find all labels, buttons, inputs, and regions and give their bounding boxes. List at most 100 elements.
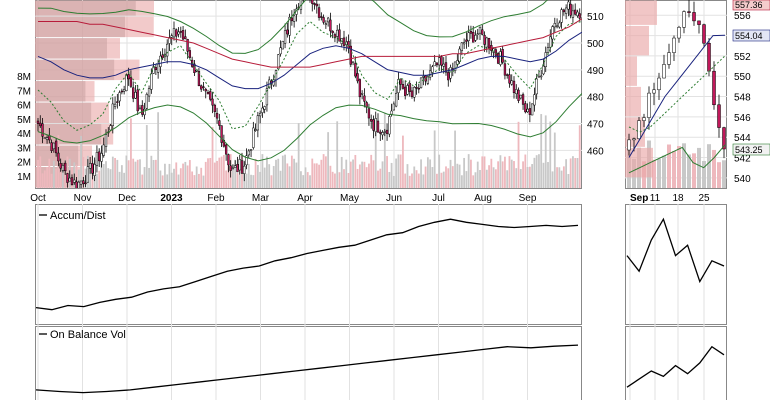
volume-bar-up (553, 132, 556, 188)
intraday-volume-profile-bar (625, 25, 649, 56)
volume-profile-bar-up (35, 102, 110, 124)
volume-tick-label: 2M (17, 158, 31, 169)
volume-bar-up (150, 155, 153, 188)
intraday-bollinger-line (628, 144, 726, 174)
candle-down (338, 29, 341, 42)
volume-bar-down (37, 159, 39, 188)
volume-bar-up (540, 114, 543, 188)
candle-up (122, 89, 126, 92)
candle-up (95, 152, 99, 166)
volume-bar-down (290, 155, 293, 188)
candlesticks (36, 0, 581, 188)
volume-bar-down (39, 156, 42, 188)
volume-bar-up (109, 169, 112, 188)
intraday-volume-bar (702, 161, 706, 188)
candle-up (431, 66, 434, 73)
candle-up (530, 103, 534, 116)
volume-bar-down (127, 160, 130, 188)
volume-bar-down (82, 156, 85, 188)
candle-down (317, 7, 321, 18)
volume-bar-down (175, 162, 178, 188)
volume-bar-up (456, 163, 459, 188)
volume-bar-up (256, 164, 259, 188)
volume-tick-label: 6M (17, 101, 31, 112)
candle-down (209, 91, 212, 100)
candle-up (118, 92, 121, 102)
volume-bar-up (463, 157, 466, 188)
candle-up (177, 31, 180, 35)
candle-down (200, 85, 203, 90)
volume-bar-down (213, 162, 216, 188)
volume-bar-up (184, 161, 187, 188)
price-tick-label: 460 (587, 146, 604, 157)
x-tick-label: Dec (118, 193, 136, 204)
candle-down (224, 144, 228, 155)
candle-down (574, 9, 577, 15)
volume-bar-up (170, 172, 173, 188)
candle-down (82, 180, 85, 184)
candle-down (399, 78, 402, 85)
candle-down (218, 120, 221, 126)
volume-bar-up (134, 161, 137, 188)
intraday-candle-down (717, 104, 721, 128)
axis-labels: 460 470 480 490 500 510 Oct Nov Dec 2023 Feb Mar Apr… (17, 11, 751, 204)
candle-up (540, 75, 543, 78)
volume-bar-down (370, 154, 373, 188)
volume-bar-down (569, 158, 572, 188)
volume-bar-up (139, 159, 141, 188)
volume-bar-up (479, 170, 481, 188)
candle-down (342, 37, 346, 46)
volume-bar-down (130, 118, 132, 188)
candle-down (75, 181, 78, 188)
intraday-volume-bar (707, 144, 711, 188)
candle-down (447, 72, 450, 81)
volume-bar-up (247, 163, 250, 188)
volume-bar-down (356, 168, 359, 188)
price-tick-label: 470 (587, 120, 604, 131)
volume-bar-up (458, 164, 461, 188)
candle-down (331, 30, 334, 34)
x-tick-label: May (340, 193, 359, 204)
volume-bars (37, 112, 581, 188)
candle-up (88, 163, 92, 169)
volume-bar-up (485, 169, 488, 188)
obv-panel-frame (35, 326, 582, 400)
candle-up (462, 42, 466, 45)
volume-bar-up (159, 170, 162, 188)
candle-up (553, 23, 556, 28)
candle-down (401, 84, 405, 89)
candle-down (132, 87, 135, 99)
volume-bar-down (524, 154, 527, 188)
intraday-price-tick-label: 542 (734, 154, 751, 165)
candle-down (129, 77, 133, 87)
price-tick-label: 500 (587, 39, 604, 50)
price-badge-high-label: 557.36 (735, 0, 763, 10)
volume-bar-up (295, 162, 298, 188)
volume-bar-up (123, 172, 126, 188)
volume-bar-up (474, 172, 477, 188)
candle-up (433, 61, 436, 67)
candle-down (127, 74, 130, 80)
intraday-candle-up (642, 117, 646, 121)
volume-bar-up (195, 166, 198, 188)
volume-bar-up (304, 167, 307, 188)
candle-up (247, 150, 250, 156)
volume-bar-down (313, 163, 316, 188)
volume-bar-up (120, 165, 123, 188)
candle-up (438, 57, 441, 66)
volume-bar-up (438, 154, 441, 188)
candle-down (211, 98, 214, 106)
candle-down (465, 39, 468, 42)
volume-bar-down (513, 161, 515, 188)
volume-bar-up (157, 112, 160, 188)
candle-up (422, 76, 425, 78)
candle-down (186, 39, 189, 52)
volume-bar-up (429, 159, 432, 188)
candle-down (569, 3, 572, 16)
volume-bar-up (465, 171, 468, 188)
intraday-moving-average-line (628, 34, 726, 158)
candle-up (150, 73, 153, 90)
volume-profile-bar-up (35, 81, 95, 102)
volume-bar-up (383, 112, 386, 188)
candle-up (292, 15, 296, 22)
